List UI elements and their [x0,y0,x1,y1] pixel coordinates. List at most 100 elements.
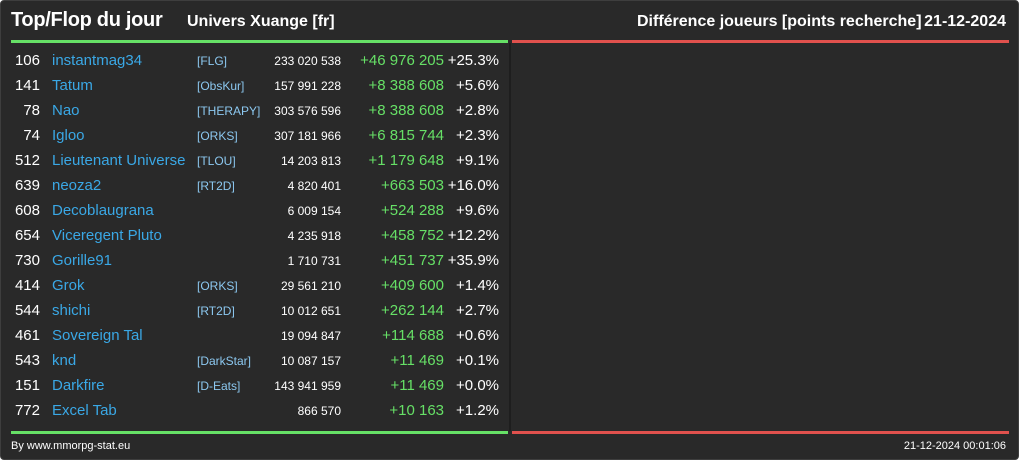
alliance-tag-link[interactable]: [ORKS] [197,129,238,143]
alliance-tag-link[interactable]: [D-Eats] [197,379,241,393]
player-rank: 141 [14,77,40,94]
player-points: 10 012 651 [280,304,341,318]
player-rank: 74 [23,127,40,144]
player-name-link[interactable]: Tatum [52,77,93,94]
player-points: 1 710 731 [287,254,341,268]
list-item: 512 Lieutenant Universe [TLOU] 14 203 813 +1… [1,148,509,173]
player-name-link[interactable]: shichi [52,302,91,319]
list-item: 461 Sovereign Tal 19 094 847 +114 688 +0.6% [1,323,509,348]
alliance-tag-link[interactable]: [RT2D] [197,304,235,318]
points-difference: +451 737 [381,252,444,269]
percent-change: +1.4% [456,277,499,294]
player-points: 14 203 813 [280,154,341,168]
percent-change: +9.6% [456,202,499,219]
player-rank: 512 [14,152,40,169]
source-credit: By www.mmorpg-stat.eu [11,440,131,452]
category-label: Différence joueurs [points recherche] [637,13,922,30]
player-points: 10 087 157 [280,354,341,368]
percent-change: +2.3% [456,127,499,144]
player-points: 157 991 228 [274,79,341,93]
alliance-tag-link[interactable]: [THERAPY] [197,104,261,118]
percent-change: +0.0% [456,377,499,394]
percent-change: +2.8% [456,102,499,119]
list-item: 414 Grok [ORKS] 29 561 210 +409 600 +1.4% [1,273,509,298]
player-name-link[interactable]: Gorille91 [52,252,113,269]
player-rank: 639 [14,177,40,194]
player-name-link[interactable]: Sovereign Tal [52,327,143,344]
player-points: 866 570 [297,404,341,418]
header-date: 21-12-2024 [924,13,1006,30]
player-points: 143 941 959 [274,379,341,393]
list-item: 730 Gorille91 1 710 731 +451 737 +35.9% [1,248,509,273]
percent-change: +0.6% [456,327,499,344]
player-name-link[interactable]: instantmag34 [52,52,143,69]
list-item: 639 neoza2 [RT2D] 4 820 401 +663 503 +16.0% [1,173,509,198]
points-difference: +11 469 [390,352,444,369]
percent-change: +1.2% [456,402,499,419]
alliance-tag-link[interactable]: [DarkStar] [197,354,252,368]
points-difference: +10 163 [389,402,444,419]
player-points: 4 820 401 [287,179,341,193]
player-name-link[interactable]: Viceregent Pluto [52,227,162,244]
alliance-tag-link[interactable]: [RT2D] [197,179,235,193]
points-difference: +458 752 [381,227,444,244]
flop-accent-bar [512,40,1009,43]
alliance-tag-link[interactable]: [FLG] [197,54,228,68]
player-name-link[interactable]: neoza2 [52,177,102,194]
percent-change: +16.0% [447,177,499,194]
percent-change: +12.2% [447,227,499,244]
points-difference: +11 469 [390,377,444,394]
points-difference: +663 503 [381,177,444,194]
player-points: 29 561 210 [280,279,341,293]
percent-change: +25.3% [447,52,499,69]
player-name-link[interactable]: knd [52,352,77,369]
list-item: 141 Tatum [ObsKur] 157 991 228 +8 388 608 +5.… [1,73,509,98]
list-item: 78 Nao [THERAPY] 303 576 596 +8 388 608 +2.8% [1,98,509,123]
universe-label: Univers Xuange [fr] [187,13,335,30]
alliance-tag-link[interactable]: [ORKS] [197,279,238,293]
top-accent-bar-bottom [11,431,508,434]
player-name-link[interactable]: Grok [52,277,85,294]
player-name-link[interactable]: Igloo [52,127,85,144]
player-name-link[interactable]: Decoblaugrana [52,202,154,219]
list-item: 544 shichi [RT2D] 10 012 651 +262 144 +2.7% [1,298,509,323]
points-difference: +262 144 [381,302,444,319]
player-points: 4 235 918 [287,229,341,243]
player-rank: 106 [14,52,40,69]
panel-title: Top/Flop du jour [11,9,163,31]
list-item: 151 Darkfire [D-Eats] 143 941 959 +11 469 +0.… [1,373,509,398]
list-item: 106 instantmag34 [FLG] 233 020 538 +46 976 2… [1,48,509,73]
column-divider [509,43,511,431]
flop-accent-bar-bottom [512,431,1009,434]
points-difference: +6 815 744 [368,127,445,144]
player-rank: 544 [14,302,40,319]
points-difference: +46 976 205 [360,52,444,69]
points-difference: +1 179 648 [368,152,445,169]
list-item: 543 knd [DarkStar] 10 087 157 +11 469 +0.1% [1,348,509,373]
alliance-tag-link[interactable]: [ObsKur] [197,79,245,93]
top-list: 106 instantmag34 [FLG] 233 020 538 +46 976 2… [1,48,509,423]
percent-change: +5.6% [456,77,499,94]
player-rank: 608 [14,202,40,219]
alliance-tag-link[interactable]: [TLOU] [197,154,236,168]
points-difference: +8 388 608 [368,77,445,94]
points-difference: +409 600 [381,277,444,294]
player-points: 6 009 154 [287,204,341,218]
player-rank: 730 [14,252,40,269]
player-rank: 543 [14,352,40,369]
player-name-link[interactable]: Darkfire [52,377,105,394]
player-rank: 772 [14,402,40,419]
percent-change: +2.7% [456,302,499,319]
list-item: 772 Excel Tab 866 570 +10 163 +1.2% [1,398,509,423]
list-item: 654 Viceregent Pluto 4 235 918 +458 752 +12.… [1,223,509,248]
player-rank: 151 [14,377,40,394]
player-points: 233 020 538 [274,54,341,68]
points-difference: +114 688 [382,327,444,344]
player-name-link[interactable]: Nao [52,102,80,119]
player-rank: 78 [23,102,40,119]
player-name-link[interactable]: Lieutenant Universe [52,152,186,169]
player-points: 307 181 966 [274,129,341,143]
player-rank: 461 [14,327,40,344]
player-name-link[interactable]: Excel Tab [52,402,117,419]
